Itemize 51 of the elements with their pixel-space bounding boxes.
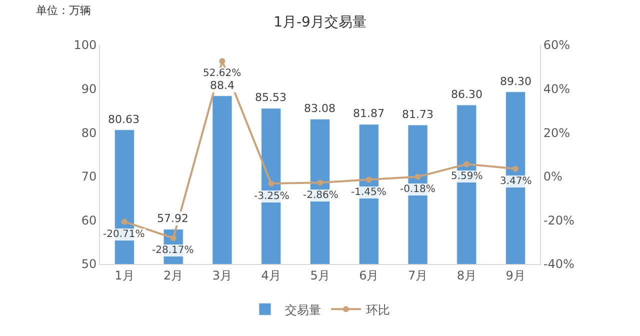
data-label: -2.86%: [303, 190, 338, 201]
y-tick-label: 100: [74, 38, 97, 52]
point: [512, 166, 519, 172]
y-tick-label: 60: [81, 213, 97, 228]
y2-tick-label: 0%: [543, 170, 562, 184]
data-label: -3.25%: [254, 191, 290, 202]
data-label: 52.62%: [203, 68, 242, 79]
point: [268, 180, 274, 187]
data-label: 85.53: [255, 91, 286, 104]
x-tick-label: 1月: [114, 268, 134, 282]
data-label: 3.47%: [500, 176, 532, 187]
data-label: 88.4: [210, 79, 234, 92]
point: [414, 174, 421, 180]
data-label: 80.63: [108, 113, 140, 126]
x-tick-label: 4月: [261, 268, 281, 282]
point: [121, 218, 128, 225]
legend-label: 交易量: [285, 302, 321, 317]
y2-tick-label: 60%: [543, 38, 570, 52]
data-label: 83.08: [304, 102, 336, 115]
y2-tick-label: 40%: [543, 82, 570, 96]
y2-tick-label: -40%: [543, 257, 574, 272]
data-label: 5.59%: [451, 171, 483, 182]
x-tick-label: 5月: [310, 268, 330, 282]
y2-tick-label: 20%: [543, 126, 570, 140]
y-tick-label: 70: [81, 170, 97, 184]
x-tick-label: 2月: [164, 268, 184, 282]
point: [366, 176, 372, 183]
data-label: 89.30: [500, 75, 532, 88]
y-tick-label: 50: [81, 257, 97, 272]
point: [464, 161, 470, 168]
data-label: 86.30: [451, 88, 482, 101]
y-tick-label: 80: [81, 126, 97, 140]
data-label: -20.71%: [103, 229, 145, 240]
y2-tick-label: -20%: [543, 213, 574, 228]
legend-label: 环比: [366, 302, 390, 317]
x-tick-label: 9月: [506, 268, 526, 282]
data-label: 57.92: [157, 212, 188, 225]
data-label: 81.73: [402, 108, 434, 121]
x-tick-label: 8月: [456, 268, 476, 282]
x-tick-label: 3月: [212, 268, 232, 282]
x-tick-label: 6月: [359, 268, 379, 282]
point: [317, 180, 323, 186]
point: [170, 235, 176, 242]
text: 单位：万辆: [36, 4, 91, 17]
data-label: -1.45%: [351, 187, 386, 198]
data-label: -0.18%: [400, 184, 436, 195]
data-label: 81.87: [353, 107, 384, 120]
chart-title: 1月-9月交易量: [274, 14, 366, 31]
y-tick-label: 90: [81, 82, 97, 96]
data-label: -28.17%: [152, 245, 194, 256]
x-tick-label: 7月: [408, 268, 428, 282]
